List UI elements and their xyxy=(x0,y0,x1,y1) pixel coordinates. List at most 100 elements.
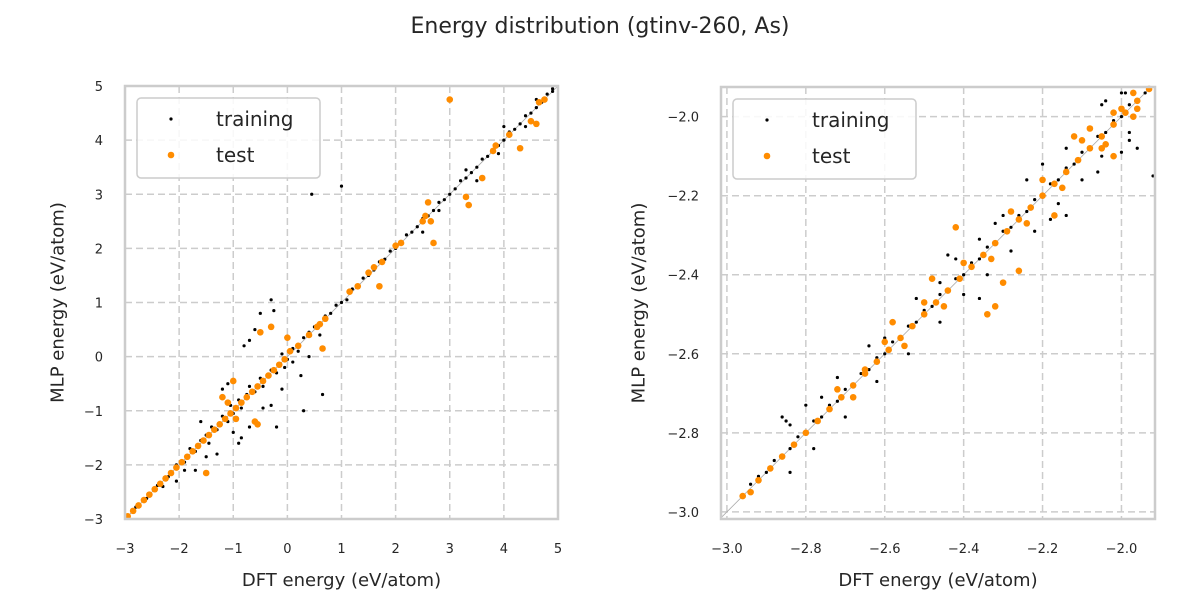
test-points-right xyxy=(739,85,1153,500)
training-point xyxy=(788,470,792,474)
test-point xyxy=(254,383,261,390)
training-point xyxy=(207,441,211,445)
training-point xyxy=(954,257,958,261)
training-point xyxy=(867,344,871,348)
training-point xyxy=(1119,115,1124,119)
legend-marker-training-left xyxy=(169,117,173,121)
test-point xyxy=(243,393,251,401)
test-point xyxy=(224,399,232,406)
test-point xyxy=(956,275,963,282)
training-point xyxy=(1104,99,1108,103)
training-point xyxy=(442,198,446,202)
y-tick-label: 1 xyxy=(95,297,103,312)
training-point xyxy=(339,300,344,305)
test-point xyxy=(422,212,429,220)
training-point xyxy=(421,230,425,234)
legend-right: training test xyxy=(732,98,917,180)
training-point xyxy=(946,253,950,257)
training-point xyxy=(239,436,243,440)
training-point xyxy=(1119,150,1124,154)
test-point xyxy=(1007,208,1015,215)
training-point xyxy=(835,399,839,403)
test-point xyxy=(305,331,313,339)
training-point xyxy=(843,415,847,419)
y-axis-label-left: MLP energy (eV/atom) xyxy=(47,202,68,403)
training-point xyxy=(883,352,887,356)
test-point xyxy=(227,410,234,417)
training-point xyxy=(891,340,895,344)
y-tick-label: 2 xyxy=(95,242,103,257)
training-point xyxy=(977,257,982,261)
test-point xyxy=(146,491,153,498)
training-point xyxy=(1048,217,1053,222)
x-tick-label: 3 xyxy=(446,542,454,557)
training-point xyxy=(410,230,414,234)
training-point xyxy=(1025,178,1029,182)
test-point xyxy=(991,239,999,247)
training-point xyxy=(437,208,441,213)
training-point xyxy=(784,419,788,423)
test-point xyxy=(221,415,229,423)
training-point xyxy=(914,320,918,324)
training-point xyxy=(1056,201,1060,206)
test-point xyxy=(202,469,210,477)
test-point xyxy=(987,255,995,263)
legend-label-training-right: training xyxy=(812,108,889,132)
training-point xyxy=(388,249,392,253)
training-point xyxy=(502,138,506,142)
test-point xyxy=(814,417,821,425)
test-point xyxy=(968,263,975,271)
test-point xyxy=(541,96,548,103)
test-point xyxy=(316,320,324,328)
test-point xyxy=(516,144,524,152)
training-point xyxy=(835,375,839,380)
training-point xyxy=(220,387,225,391)
test-point xyxy=(489,147,497,155)
test-point xyxy=(1110,109,1117,116)
training-point xyxy=(796,435,800,439)
axes-frame-right xyxy=(719,85,1157,521)
training-point xyxy=(239,406,243,410)
test-point xyxy=(1078,137,1086,144)
training-point xyxy=(545,92,549,96)
training-point xyxy=(820,415,824,419)
training-point xyxy=(1009,225,1013,229)
legend-label-training-left: training xyxy=(216,107,293,131)
training-point xyxy=(475,165,479,169)
x-tick-label: −2.0 xyxy=(1106,542,1138,557)
legend-marker-test-right xyxy=(763,152,771,160)
training-point xyxy=(329,311,333,315)
test-point xyxy=(920,310,928,318)
test-point xyxy=(533,120,540,128)
test-point xyxy=(535,98,543,106)
test-point xyxy=(1051,180,1058,188)
test-point xyxy=(928,275,936,282)
test-point xyxy=(1070,133,1078,140)
test-point xyxy=(392,242,399,249)
training-point xyxy=(320,392,325,397)
training-point xyxy=(486,154,490,158)
test-point xyxy=(1110,121,1117,128)
y-tick-label: −1 xyxy=(84,405,103,420)
training-point xyxy=(1127,103,1131,107)
training-point xyxy=(914,296,918,301)
training-point xyxy=(1104,130,1108,135)
test-point xyxy=(1027,204,1035,211)
test-point xyxy=(151,485,159,493)
test-point xyxy=(1130,89,1137,97)
training-point xyxy=(274,425,279,429)
training-point xyxy=(475,179,479,183)
test-point xyxy=(1133,105,1141,113)
test-point xyxy=(424,199,432,206)
training-point xyxy=(339,184,344,188)
training-point xyxy=(283,365,287,370)
training-point xyxy=(299,373,303,378)
training-point xyxy=(496,152,501,156)
x-tick-label: 0 xyxy=(283,542,291,557)
training-point xyxy=(1135,146,1139,150)
training-point xyxy=(1100,154,1104,158)
test-point xyxy=(267,323,275,331)
test-point xyxy=(232,415,240,423)
training-point xyxy=(247,384,252,388)
